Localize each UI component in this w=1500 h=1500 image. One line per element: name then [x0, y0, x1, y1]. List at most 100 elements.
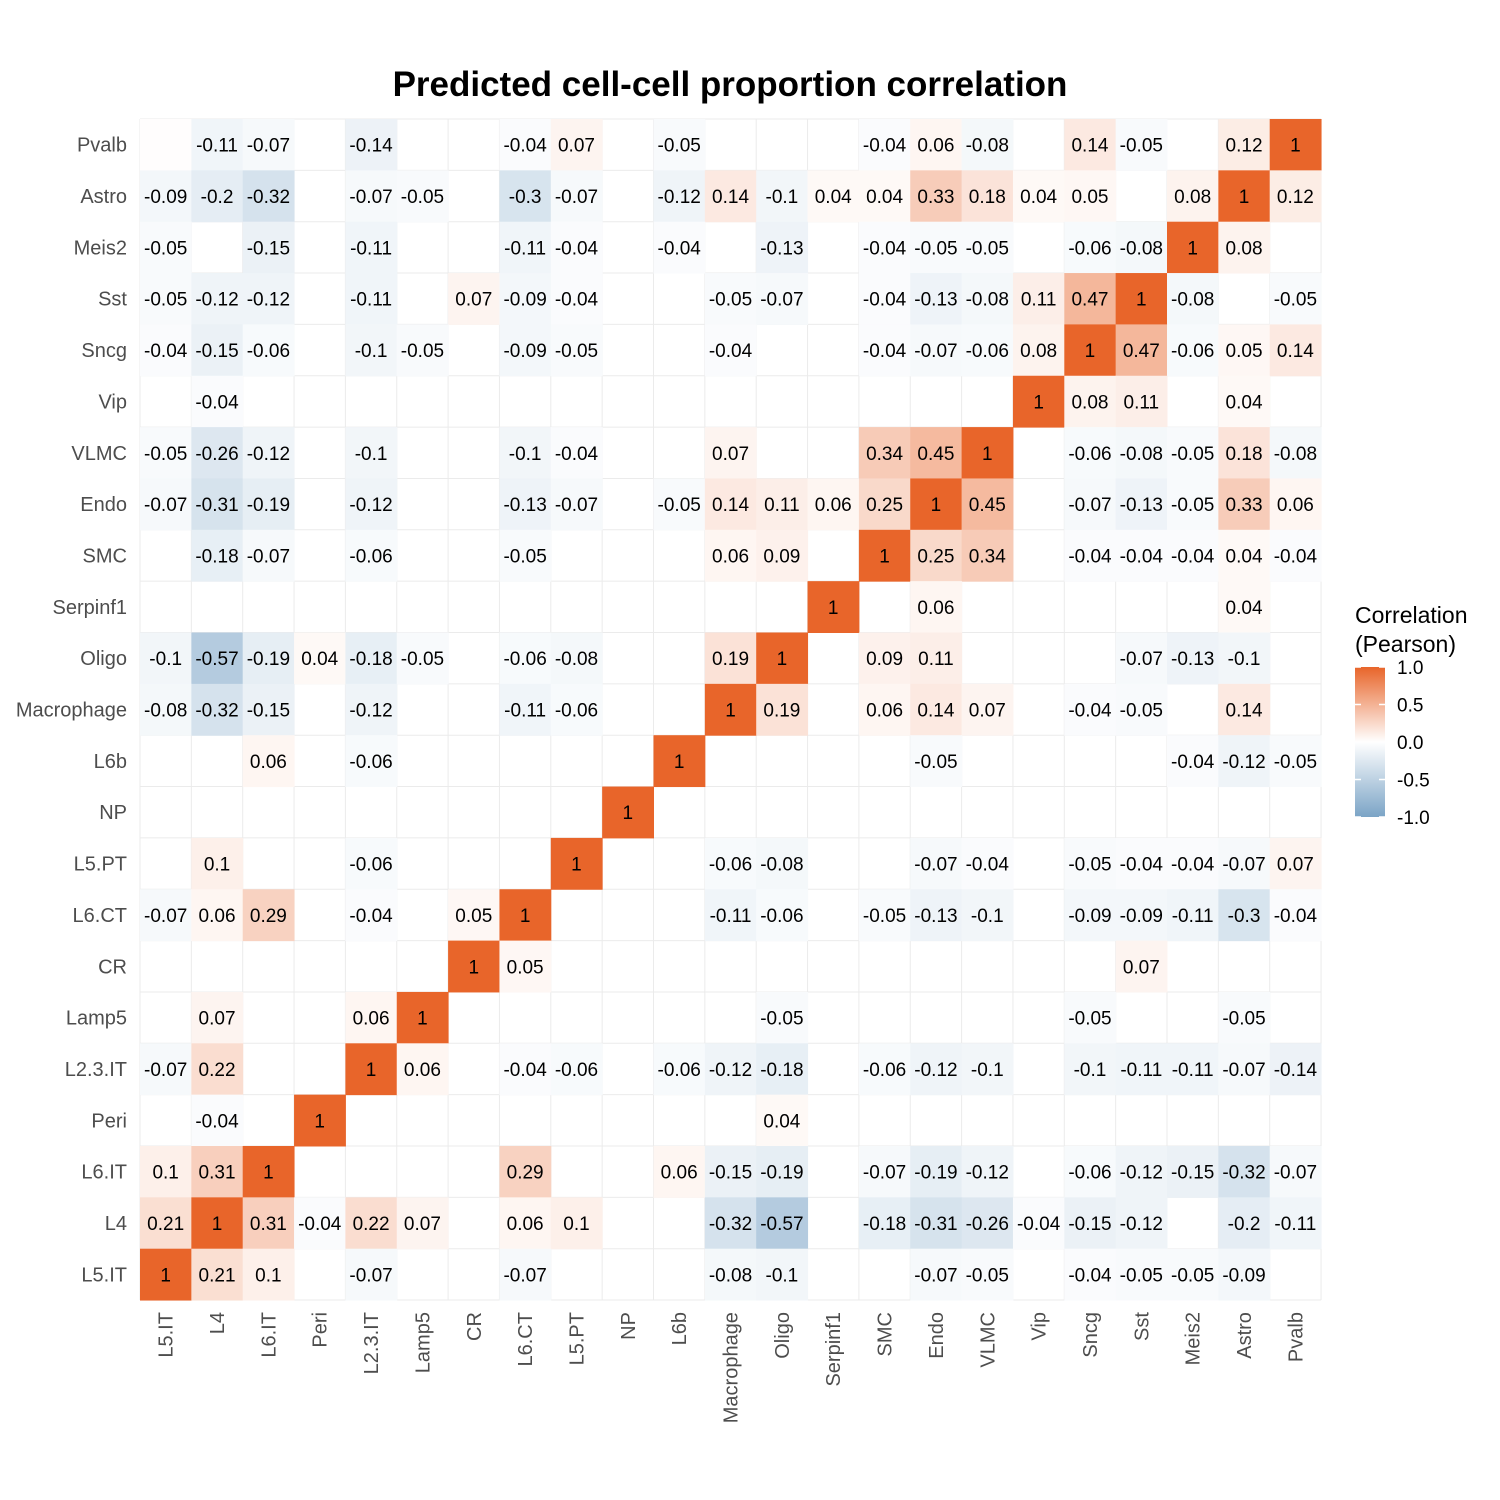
cell-value-label: -0.05	[1274, 752, 1317, 773]
heatmap-cell	[910, 581, 963, 633]
y-tick-label: L6b	[94, 751, 127, 773]
cell-value-label: 0.06	[661, 1163, 698, 1184]
cell-value-label: -0.09	[503, 341, 546, 362]
heatmap-cell	[242, 427, 295, 479]
heatmap-cell	[1064, 119, 1117, 171]
cell-value-label: 0.07	[712, 444, 749, 465]
cell-value-label: -0.05	[144, 444, 187, 465]
cell-value-label: -0.1	[766, 1265, 799, 1286]
cell-value-label: -0.07	[555, 495, 598, 516]
heatmap-cell	[1269, 273, 1322, 325]
heatmap-cell	[499, 940, 552, 993]
cell-value-label: -0.12	[709, 1060, 752, 1081]
cell-value-labels: -0.11 -0.07 -0.14 -0.04 0.07 -0.05 -0.04 0.06 -0…	[144, 136, 1317, 1287]
cell-value-label: 0.08	[1174, 187, 1211, 208]
x-tick-label: NP	[618, 1312, 640, 1340]
heatmap-cell	[1115, 375, 1168, 428]
cell-value-label: -0.04	[1120, 855, 1164, 876]
heatmap-cell	[550, 478, 603, 531]
cell-value-label: 0.18	[969, 187, 1006, 208]
cell-value-label: -0.05	[760, 1009, 803, 1030]
cell-value-label: -0.05	[1274, 290, 1317, 311]
cell-value-label: 0.14	[1226, 701, 1263, 722]
heatmap-cell	[191, 1094, 244, 1147]
heatmap-cell	[910, 529, 963, 582]
heatmap-cell	[1167, 632, 1219, 685]
heatmap-cell	[550, 1197, 603, 1250]
heatmap-cell	[1167, 170, 1219, 223]
heatmap-cell	[1167, 1043, 1219, 1096]
heatmap-cell	[1167, 1146, 1219, 1198]
heatmap-cell	[961, 221, 1014, 274]
heatmap-cell	[191, 1197, 244, 1250]
cell-value-label: 0.11	[1124, 392, 1160, 413]
cell-value-label: -0.04	[1120, 546, 1164, 567]
cell-value-label: 0.04	[1226, 392, 1263, 413]
cell-value-label: -0.11	[504, 701, 546, 722]
cell-value-label: 0.45	[917, 444, 954, 465]
heatmap-cell	[1269, 170, 1322, 223]
heatmap-cell	[756, 683, 809, 736]
cell-value-label: -0.04	[863, 341, 907, 362]
cell-value-label: 1	[828, 598, 839, 619]
cell-value-label: -0.13	[503, 495, 546, 516]
cell-value-label: -0.06	[1068, 444, 1111, 465]
cell-value-label: -0.07	[144, 906, 187, 927]
heatmap-cell	[191, 119, 244, 171]
heatmap-cell	[345, 427, 398, 479]
heatmap-cell	[448, 940, 500, 993]
x-tick-label: L4	[207, 1312, 229, 1334]
heatmap-cell	[242, 273, 295, 325]
cell-value-label: -0.14	[1274, 1060, 1318, 1081]
cell-value-label: 0.06	[250, 752, 287, 773]
heatmap-cell	[191, 427, 244, 479]
heatmap-cell	[858, 1197, 911, 1250]
heatmap-cell	[1167, 273, 1219, 325]
heatmap-cell	[910, 221, 963, 274]
cell-value-label: -0.08	[555, 649, 598, 670]
heatmap-cell	[704, 1146, 757, 1198]
cell-value-label: -0.05	[503, 546, 546, 567]
heatmap-cell	[910, 1146, 963, 1198]
heatmap-cell	[140, 632, 192, 685]
heatmap-cell	[910, 735, 963, 788]
heatmap-cell	[1269, 889, 1322, 942]
heatmap-cell	[345, 221, 398, 274]
cell-value-label: 0.19	[763, 701, 800, 722]
cell-value-label: -0.04	[1068, 701, 1112, 722]
cell-value-label: 0.04	[301, 649, 338, 670]
cell-value-label: -0.04	[555, 290, 599, 311]
heatmap-cell	[140, 427, 192, 479]
heatmap-cell	[550, 683, 603, 736]
cell-value-label: -0.11	[710, 906, 752, 927]
heatmap-cell	[1064, 1043, 1117, 1096]
heatmap-cell	[704, 1043, 757, 1096]
cell-value-label: -0.12	[658, 187, 701, 208]
x-tick-label: Astro	[1234, 1312, 1256, 1359]
heatmap-cell	[1064, 170, 1117, 223]
x-tick-label: Pvalb	[1285, 1312, 1307, 1362]
cell-value-label: -0.04	[863, 290, 907, 311]
cell-value-label: 0.04	[815, 187, 852, 208]
heatmap-cell	[1269, 1043, 1322, 1096]
heatmap-cell	[756, 1248, 809, 1301]
cell-value-label: 0.04	[866, 187, 903, 208]
cell-value-label: -0.05	[1120, 136, 1163, 157]
heatmap-cell	[191, 837, 244, 890]
cell-value-label: -0.07	[863, 1163, 906, 1184]
heatmap-cell	[1167, 221, 1219, 274]
heatmap-cell	[858, 221, 911, 274]
heatmap-cell	[1218, 119, 1271, 171]
x-axis: L5.IT L4 L6.IT Peri L2.3.IT Lamp5 CR L6.CT L5.PT…	[156, 1312, 1308, 1424]
heatmap-cell	[1167, 427, 1219, 479]
cell-value-label: 0.06	[815, 495, 852, 516]
heatmap-cell	[499, 1197, 552, 1250]
cell-value-label: -0.05	[1120, 1265, 1163, 1286]
cell-value-label: -0.05	[914, 752, 957, 773]
heatmap-cell	[345, 1248, 398, 1301]
cell-value-label: -0.04	[1274, 546, 1318, 567]
heatmap-cell	[1064, 1248, 1117, 1301]
heatmap-cell	[1064, 324, 1117, 377]
heatmap-cell	[1012, 375, 1065, 428]
heatmap-cell	[858, 324, 911, 377]
